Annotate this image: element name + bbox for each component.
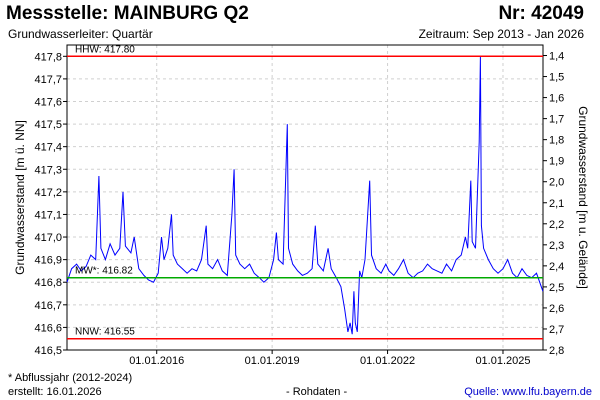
y-tick-label-left: 416,5 — [34, 345, 62, 357]
y-tick-label-right: 1,8 — [549, 135, 564, 147]
y-tick-label-left: 417,1 — [34, 209, 62, 221]
y-tick-label-right: 2,4 — [549, 261, 564, 273]
y-tick-label-left: 417,8 — [34, 51, 62, 63]
y-tick-label-left: 416,6 — [34, 322, 62, 334]
y-tick-label-right: 2,3 — [549, 240, 564, 252]
y-tick-label-left: 416,8 — [34, 277, 62, 289]
y-tick-label-left: 416,7 — [34, 300, 62, 312]
y-tick-label-right: 2,5 — [549, 282, 564, 294]
y-tick-label-right: 2,0 — [549, 177, 564, 189]
y-tick-label-right: 1,4 — [549, 51, 564, 63]
footnote-abflussjahr: * Abflussjahr (2012-2024) — [8, 372, 133, 384]
y-axis-label-left: Grundwasserstand [m ü. NN] — [13, 120, 27, 275]
y-tick-label-right: 2,6 — [549, 303, 564, 315]
y-tick-label-right: 1,9 — [549, 156, 564, 168]
y-tick-label-left: 417,3 — [34, 164, 62, 176]
y-tick-label-left: 417,6 — [34, 96, 62, 108]
rawdata-label: - Rohdaten - — [286, 386, 348, 398]
x-tick-label: 01.01.2016 — [129, 355, 184, 367]
created-date: erstellt: 16.01.2026 — [8, 386, 102, 398]
y-tick-label-left: 417,2 — [34, 187, 62, 199]
x-tick-label: 01.01.2019 — [245, 355, 300, 367]
reference-line-label: NNW: 416.55 — [75, 327, 135, 338]
y-tick-label-right: 2,2 — [549, 219, 564, 231]
source-link[interactable]: Quelle: www.lfu.bayern.de — [464, 386, 592, 398]
y-tick-label-left: 417,4 — [34, 142, 62, 154]
groundwater-series-line — [66, 56, 544, 335]
y-tick-label-right: 1,7 — [549, 114, 564, 126]
x-tick-label: 01.01.2025 — [475, 355, 530, 367]
x-tick-label: 01.01.2022 — [360, 355, 415, 367]
y-tick-label-right: 1,5 — [549, 72, 564, 84]
reference-line-label: HHW: 417.80 — [75, 44, 135, 55]
y-tick-label-right: 2,7 — [549, 324, 564, 336]
y-tick-label-right: 1,6 — [549, 93, 564, 105]
y-axis-label-right: Grundwasserstand [m u. Gelände] — [576, 106, 590, 289]
y-tick-label-right: 2,1 — [549, 198, 564, 210]
y-tick-label-left: 417,0 — [34, 232, 62, 244]
y-tick-label-left: 416,9 — [34, 255, 62, 267]
plot-frame — [66, 44, 544, 351]
station-number: Nr: 42049 — [498, 3, 584, 24]
y-tick-label-left: 417,7 — [34, 74, 62, 86]
station-title: Messstelle: MAINBURG Q2 — [6, 3, 249, 24]
y-tick-label-left: 417,5 — [34, 119, 62, 131]
aquifer-label: Grundwasserleiter: Quartär — [8, 27, 153, 41]
y-tick-label-right: 2,8 — [549, 345, 564, 357]
reference-line-label: MW*: 416.82 — [75, 266, 133, 277]
period-label: Zeitraum: Sep 2013 - Jan 2026 — [418, 27, 584, 41]
